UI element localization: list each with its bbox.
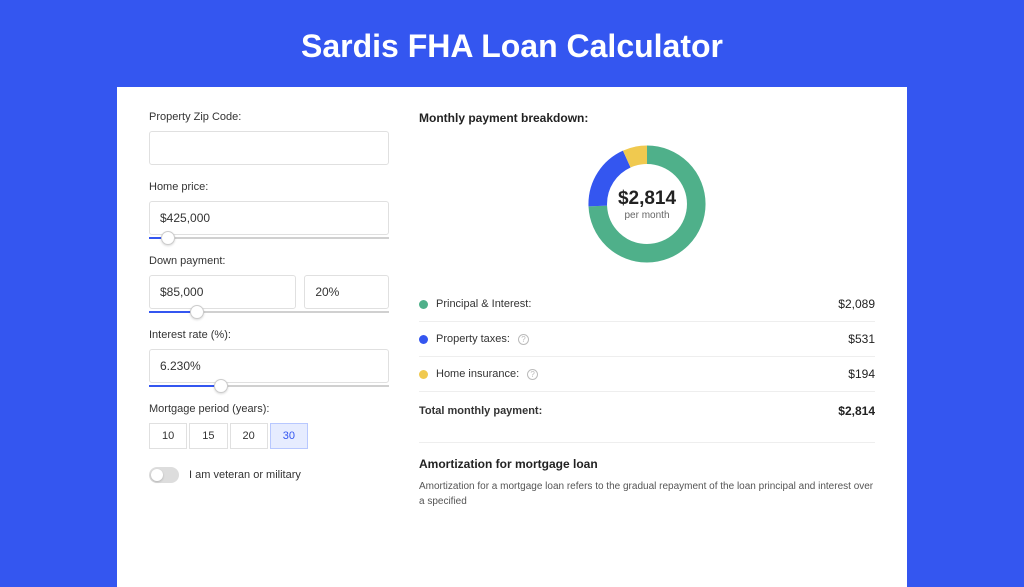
- row-principal-interest: Principal & Interest: $2,089: [419, 287, 875, 322]
- slider-thumb[interactable]: [161, 231, 175, 245]
- donut-container: $2,814 per month: [419, 139, 875, 269]
- slider-thumb[interactable]: [214, 379, 228, 393]
- down-payment-label: Down payment:: [149, 255, 389, 267]
- info-icon[interactable]: ?: [527, 369, 538, 380]
- home-price-field: Home price:: [149, 181, 389, 239]
- period-label: Mortgage period (years):: [149, 403, 389, 415]
- slider-thumb[interactable]: [190, 305, 204, 319]
- dot-taxes: [419, 335, 428, 344]
- dot-principal: [419, 300, 428, 309]
- down-payment-amount-input[interactable]: [149, 275, 296, 309]
- home-price-label: Home price:: [149, 181, 389, 193]
- dot-insurance: [419, 370, 428, 379]
- down-payment-pct-input[interactable]: [304, 275, 389, 309]
- row-val-taxes: $531: [848, 332, 875, 346]
- page-title: Sardis FHA Loan Calculator: [0, 0, 1024, 87]
- row-label-insurance: Home insurance:: [436, 368, 519, 380]
- form-column: Property Zip Code: Home price: Down paym…: [149, 111, 389, 563]
- zip-field: Property Zip Code:: [149, 111, 389, 165]
- donut-center-value: $2,814: [618, 188, 676, 210]
- veteran-toggle[interactable]: [149, 467, 179, 483]
- row-label-taxes: Property taxes:: [436, 333, 510, 345]
- period-btn-10[interactable]: 10: [149, 423, 187, 449]
- row-total: Total monthly payment: $2,814: [419, 392, 875, 428]
- down-payment-field: Down payment:: [149, 255, 389, 313]
- period-btn-15[interactable]: 15: [189, 423, 227, 449]
- row-val-principal: $2,089: [838, 297, 875, 311]
- period-btn-30[interactable]: 30: [270, 423, 308, 449]
- breakdown-column: Monthly payment breakdown: $2,814 per mo…: [419, 111, 875, 563]
- period-btn-20[interactable]: 20: [230, 423, 268, 449]
- breakdown-title: Monthly payment breakdown:: [419, 111, 875, 125]
- amortization-title: Amortization for mortgage loan: [419, 457, 875, 471]
- calculator-card: Property Zip Code: Home price: Down paym…: [117, 87, 907, 587]
- interest-rate-slider[interactable]: [149, 385, 389, 387]
- home-price-slider[interactable]: [149, 237, 389, 239]
- veteran-row: I am veteran or military: [149, 467, 389, 483]
- interest-rate-input[interactable]: [149, 349, 389, 383]
- row-property-taxes: Property taxes: ? $531: [419, 322, 875, 357]
- amortization-text: Amortization for a mortgage loan refers …: [419, 479, 875, 509]
- zip-input[interactable]: [149, 131, 389, 165]
- row-val-total: $2,814: [838, 404, 875, 418]
- down-payment-slider[interactable]: [149, 311, 389, 313]
- interest-rate-label: Interest rate (%):: [149, 329, 389, 341]
- row-label-total: Total monthly payment:: [419, 405, 542, 417]
- donut-center-sub: per month: [624, 210, 669, 221]
- home-price-input[interactable]: [149, 201, 389, 235]
- row-val-insurance: $194: [848, 367, 875, 381]
- row-home-insurance: Home insurance: ? $194: [419, 357, 875, 392]
- amortization-section: Amortization for mortgage loan Amortizat…: [419, 442, 875, 509]
- donut-chart: $2,814 per month: [582, 139, 712, 269]
- zip-label: Property Zip Code:: [149, 111, 389, 123]
- info-icon[interactable]: ?: [518, 334, 529, 345]
- period-button-group: 10 15 20 30: [149, 423, 389, 449]
- interest-rate-field: Interest rate (%):: [149, 329, 389, 387]
- veteran-label: I am veteran or military: [189, 469, 301, 481]
- period-field: Mortgage period (years): 10 15 20 30: [149, 403, 389, 449]
- row-label-principal: Principal & Interest:: [436, 298, 531, 310]
